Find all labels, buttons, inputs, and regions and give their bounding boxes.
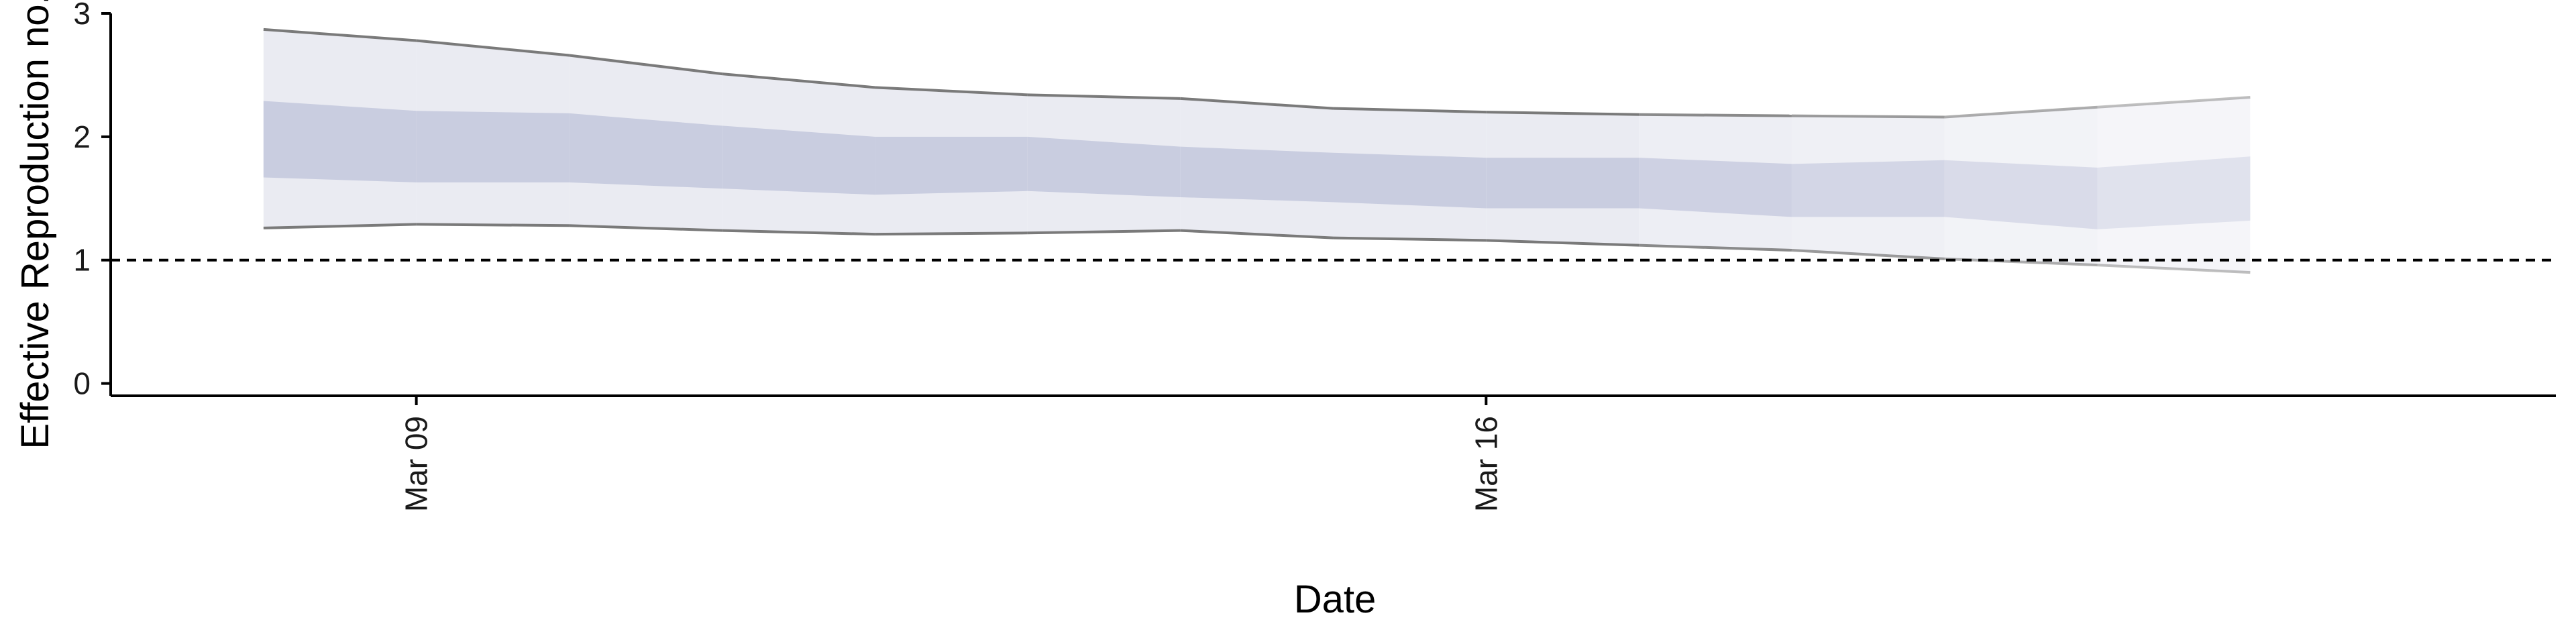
axes <box>101 12 2556 405</box>
upper-bound-segment <box>416 39 570 57</box>
credible-interval-bands <box>263 29 2251 273</box>
upper-bound-segment <box>874 86 1028 97</box>
band-inner-segment <box>2097 156 2251 229</box>
y-tick-label: 3 <box>73 0 91 31</box>
outer-bound-lines <box>263 28 2251 274</box>
lower-bound-segment <box>416 223 570 227</box>
band-inner-segment <box>1180 146 1334 203</box>
y-tick-label: 2 <box>73 119 91 154</box>
upper-bound-segment <box>1180 97 1334 110</box>
upper-bound-segment <box>1791 114 1945 119</box>
lower-bound-segment <box>1333 236 1487 242</box>
band-inner-segment <box>416 111 570 182</box>
lower-bound-segment <box>1639 244 1792 252</box>
upper-bound-segment <box>2097 96 2251 109</box>
upper-bound-segment <box>722 72 875 89</box>
upper-bound-segment <box>569 54 722 76</box>
upper-bound-segment <box>1486 111 1640 116</box>
band-inner-segment <box>1486 158 1640 209</box>
band-inner-segment <box>875 136 1028 195</box>
band-inner-segment <box>1639 158 1792 217</box>
band-inner-segment <box>1791 160 1945 217</box>
upper-bound-segment <box>263 28 417 42</box>
y-tick-labels: 0 1 2 3 <box>73 0 91 401</box>
band-outer-segment <box>2097 97 2251 273</box>
lower-bound-segment <box>1486 239 1640 247</box>
lower-bound-segment <box>2097 264 2251 274</box>
lower-bound-segment <box>569 224 722 232</box>
upper-bound-segment <box>1944 105 2098 119</box>
band-inner-segment <box>1944 160 2098 229</box>
lower-bound-segment <box>875 231 1028 236</box>
band-inner-segment <box>263 101 417 182</box>
x-tick-label: Mar 16 <box>1468 416 1503 512</box>
lower-bound-segment <box>1791 249 1945 260</box>
x-tick-labels: Mar 09 Mar 16 <box>399 416 1504 512</box>
y-tick-label: 0 <box>73 366 91 401</box>
lower-bound-segment <box>1180 229 1334 239</box>
upper-bound-segment <box>1639 113 1792 117</box>
band-inner-segment <box>722 125 875 195</box>
x-tick-label: Mar 09 <box>399 416 434 512</box>
band-inner-segment <box>569 113 722 189</box>
y-tick-label: 1 <box>73 243 91 278</box>
lower-bound-segment <box>263 223 417 229</box>
band-inner-segment <box>1333 152 1487 209</box>
upper-bound-segment <box>1333 107 1487 114</box>
y-axis-title: Effective Reproduction no. <box>13 0 57 449</box>
lower-bound-segment <box>1027 229 1181 235</box>
x-axis-title: Date <box>1294 578 1377 621</box>
upper-bound-segment <box>1027 93 1181 100</box>
lower-bound-segment <box>722 229 875 236</box>
band-inner-segment <box>1027 136 1181 197</box>
